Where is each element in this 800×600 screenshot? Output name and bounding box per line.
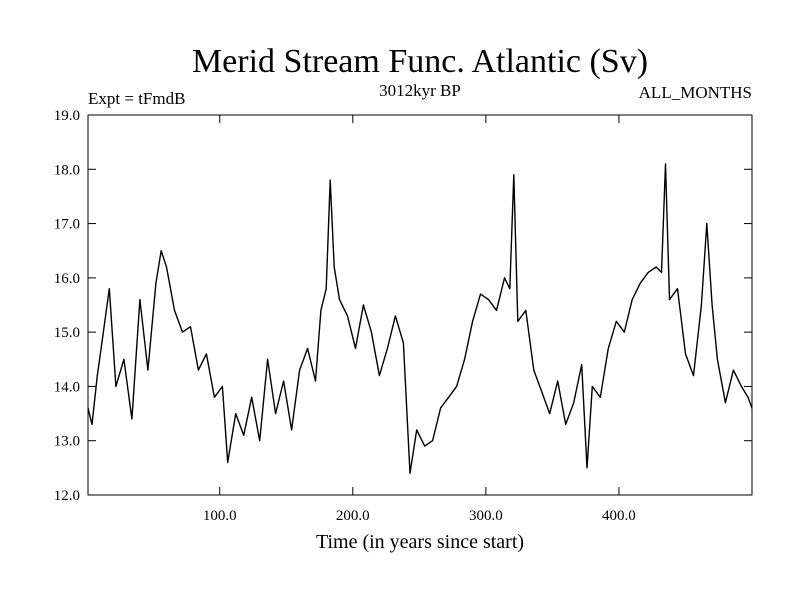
- series-layer: [87, 163, 753, 474]
- chart-title: Merid Stream Func. Atlantic (Sv): [192, 43, 648, 80]
- x-tick-label: 100.0: [203, 508, 237, 524]
- plot-frame: [87, 114, 753, 496]
- y-tick-label: 13.0: [54, 434, 80, 450]
- y-tick-label: 17.0: [54, 217, 80, 233]
- y-tick-label: 18.0: [54, 162, 80, 178]
- x-axis: 100.0 200.0 300.0 400.0: [203, 115, 636, 524]
- series-line: [87, 163, 753, 474]
- y-tick-label: 15.0: [54, 325, 80, 341]
- chart-subtitle-center: 3012kyr BP: [379, 81, 461, 100]
- chart-subtitle-left: Expt = tFmdB: [88, 89, 185, 108]
- x-tick-label: 300.0: [469, 508, 503, 524]
- y-tick-label: 16.0: [54, 271, 80, 287]
- y-axis: 12.0 13.0 14.0 15.0 16.0 17.0 18.0 19.0: [54, 108, 752, 504]
- y-tick-label: 12.0: [54, 488, 80, 504]
- chart-subtitle-right: ALL_MONTHS: [639, 83, 752, 102]
- y-tick-label: 19.0: [54, 108, 80, 124]
- x-axis-label: Time (in years since start): [316, 531, 524, 553]
- y-tick-label: 14.0: [54, 379, 80, 395]
- x-tick-label: 400.0: [602, 508, 636, 524]
- x-tick-label: 200.0: [336, 508, 370, 524]
